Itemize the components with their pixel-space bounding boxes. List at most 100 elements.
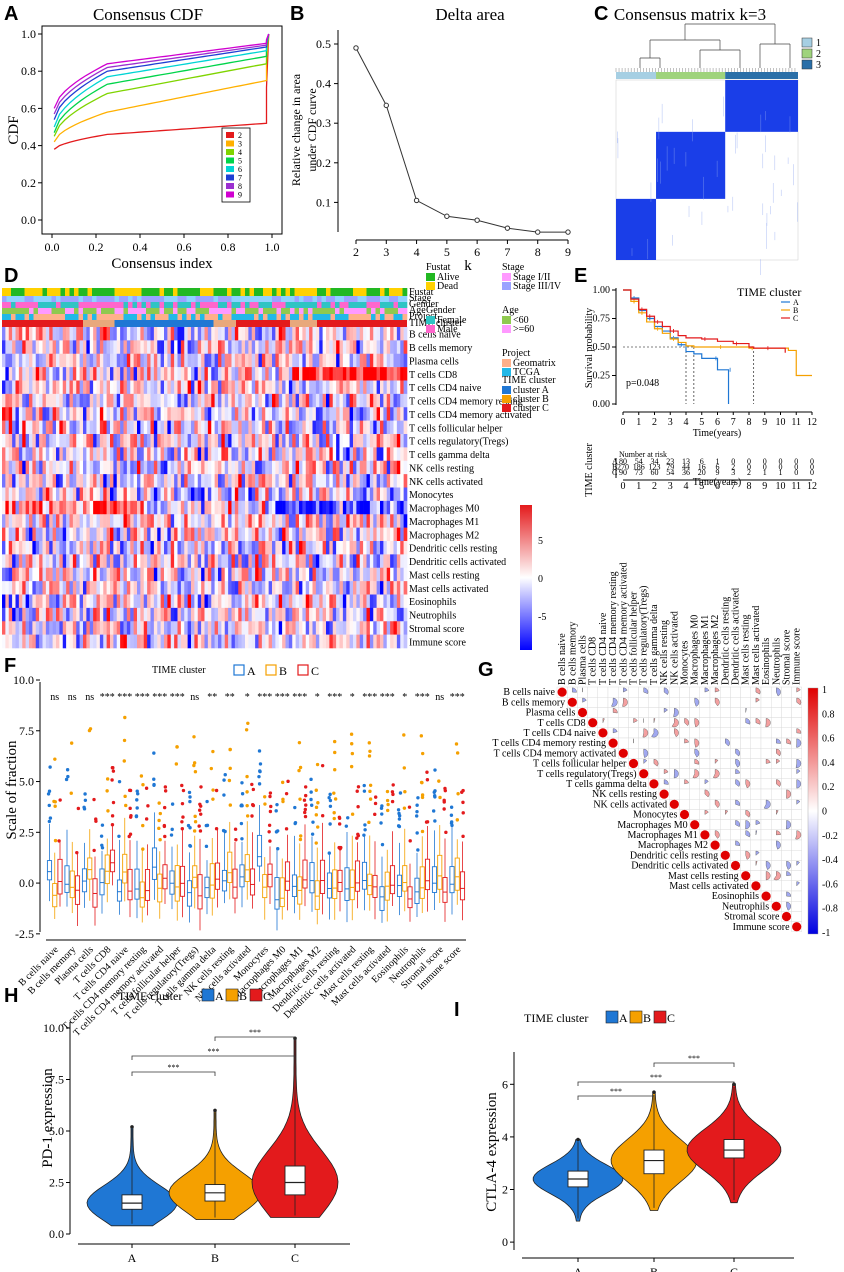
heat-cell xyxy=(329,434,334,448)
heat-cell xyxy=(120,594,124,609)
heat-cell xyxy=(285,487,290,502)
heat-cell xyxy=(49,541,53,555)
heat-cell xyxy=(45,380,50,395)
heat-cell xyxy=(292,541,296,555)
heat-cell xyxy=(187,500,192,515)
time-cluster-segment xyxy=(83,320,115,327)
heat-cell xyxy=(315,500,320,515)
grid-cell xyxy=(760,819,772,830)
heat-cell xyxy=(376,434,381,448)
heat-cell xyxy=(369,554,374,569)
heat-cell xyxy=(86,460,91,475)
heat-cell xyxy=(143,541,148,555)
heat-cell xyxy=(245,621,249,635)
outlier-B xyxy=(245,814,250,818)
heat-cell xyxy=(241,500,246,515)
heat-cell xyxy=(312,460,317,475)
heat-cell xyxy=(32,634,37,649)
heat-cell xyxy=(295,567,300,582)
heat-cell xyxy=(103,634,107,649)
heat-cell xyxy=(275,420,280,435)
legend-swatch-3 xyxy=(801,59,813,70)
heat-cell xyxy=(353,447,357,462)
heat-cell xyxy=(278,460,283,475)
heat-cell xyxy=(349,353,354,368)
heat-cell xyxy=(231,621,236,635)
annotation-cell xyxy=(128,314,133,320)
heat-cell xyxy=(79,581,84,595)
heat-cell xyxy=(42,554,47,569)
heat-cell xyxy=(99,380,104,395)
heat-cell xyxy=(356,420,361,435)
heat-cell xyxy=(278,327,283,341)
heat-cell xyxy=(214,514,219,528)
heat-cell xyxy=(32,367,37,381)
heat-cell xyxy=(106,367,111,381)
heat-cell xyxy=(295,447,300,462)
correlation-mark xyxy=(653,718,656,723)
heat-cell xyxy=(69,500,74,515)
heat-cell xyxy=(302,541,307,555)
heat-cell xyxy=(258,434,263,448)
outlier-C xyxy=(214,826,219,831)
risk-value-B: 2 xyxy=(731,463,735,472)
heat-cell xyxy=(299,434,303,448)
heat-cell xyxy=(130,554,134,569)
outlier-A xyxy=(130,1125,134,1129)
heat-cell xyxy=(329,514,334,528)
annotation-cell xyxy=(366,296,372,302)
correlation-mark xyxy=(684,779,689,785)
heat-cell xyxy=(25,621,30,635)
heat-cell xyxy=(329,353,334,368)
heat-cell xyxy=(288,527,293,542)
heat-cell xyxy=(369,581,374,595)
x-tick-label: 4 xyxy=(684,417,689,428)
heat-cell xyxy=(126,460,131,475)
heat-cell xyxy=(18,447,23,462)
heat-cell xyxy=(103,353,107,368)
heat-cell xyxy=(32,393,37,408)
box-C xyxy=(249,868,256,896)
heat-cell xyxy=(329,407,334,421)
annotation-cell xyxy=(321,288,327,296)
heat-cell xyxy=(29,514,33,528)
correlation-mark xyxy=(633,718,638,724)
legend-label-6: 6 xyxy=(238,165,242,174)
heat-cell xyxy=(201,581,205,595)
heat-cell xyxy=(59,581,64,595)
legend-label-B: B xyxy=(279,664,287,678)
heat-cell xyxy=(201,634,205,649)
heat-cell xyxy=(143,581,148,595)
heat-cell xyxy=(29,581,33,595)
heat-cell xyxy=(106,434,111,448)
heat-cell xyxy=(349,474,354,488)
heat-cell xyxy=(167,634,172,649)
heat-cell xyxy=(363,393,367,408)
heat-cell xyxy=(326,514,330,528)
grid-cell xyxy=(771,717,782,728)
heat-cell xyxy=(15,567,20,582)
heat-cell xyxy=(93,541,97,555)
heat-cell xyxy=(380,594,384,609)
outlier-B xyxy=(349,764,354,769)
correlation-mark xyxy=(776,840,781,850)
annotation-cell xyxy=(204,314,210,320)
heat-cell xyxy=(12,514,16,528)
outlier-B xyxy=(298,837,303,842)
heat-cell xyxy=(39,594,43,609)
heat-cell xyxy=(204,353,209,368)
heat-cell xyxy=(251,527,256,542)
correlation-mark xyxy=(623,687,628,693)
heat-cell xyxy=(113,634,118,649)
heat-cell xyxy=(2,340,6,355)
annotation-cell xyxy=(384,314,390,320)
heat-cell xyxy=(8,393,13,408)
heat-cell xyxy=(255,447,259,462)
heat-cell xyxy=(22,527,26,542)
heat-cell xyxy=(106,527,111,542)
heat-cell xyxy=(265,607,269,622)
outlier-A xyxy=(433,819,437,823)
heat-cell xyxy=(52,393,57,408)
